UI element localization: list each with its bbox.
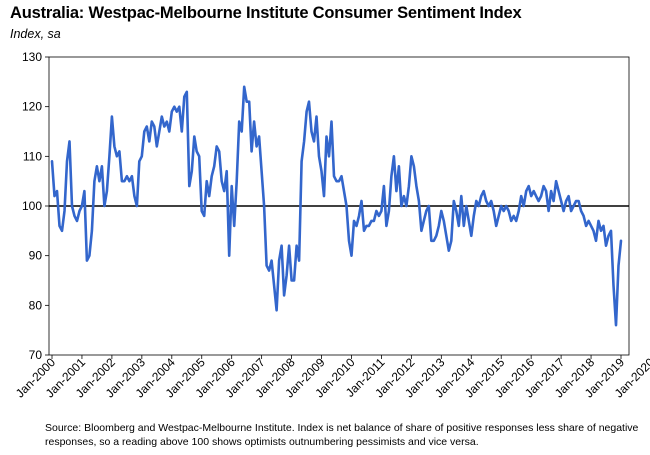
y-tick-label: 100 — [22, 199, 42, 213]
series-line-consumer-sentiment — [50, 85, 623, 327]
chart-title: Australia: Westpac-Melbourne Institute C… — [10, 4, 522, 22]
source-note: Source: Bloomberg and Westpac-Melbourne … — [45, 422, 639, 448]
y-axis: 70 80 90 100 110 120 130 — [22, 50, 49, 362]
x-axis: Jan-2000Jan-2001Jan-2002Jan-2003Jan-2004… — [13, 355, 650, 401]
y-tick-label: 80 — [29, 298, 43, 312]
y-tick-label: 120 — [22, 100, 42, 114]
chart-subtitle: Index, sa — [10, 27, 61, 41]
y-tick-label: 90 — [29, 249, 43, 263]
y-tick-label: 110 — [23, 149, 42, 163]
y-tick-label: 130 — [22, 50, 42, 64]
series-group — [50, 85, 623, 327]
y-tick-label: 70 — [29, 348, 43, 362]
